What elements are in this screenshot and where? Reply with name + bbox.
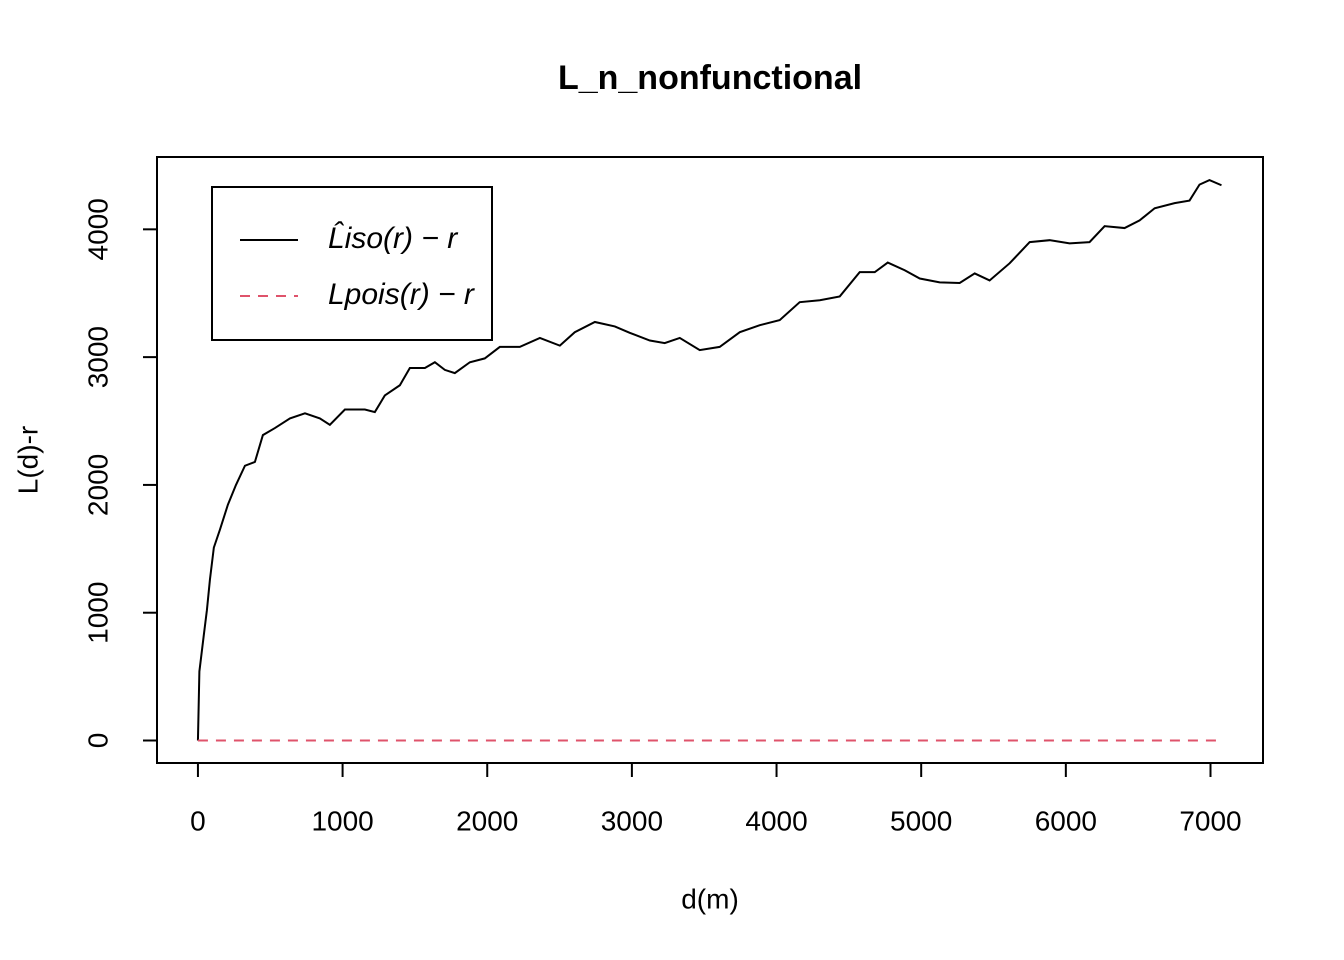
legend-label: Lpois(r) − r [328,278,475,311]
y-tick-label: 4000 [82,198,113,260]
legend-box [211,186,493,341]
y-axis-label: L(d)-r [12,426,43,494]
y-tick-label: 1000 [82,582,113,644]
series-line [196,179,1222,741]
y-tick-label: 0 [82,733,113,749]
y-tick-label: 2000 [82,454,113,516]
x-tick-label: 2000 [456,805,518,836]
x-tick-label: 1000 [311,805,373,836]
chart-title: L_n_nonfunctional [558,59,862,97]
x-tick-label: 7000 [1179,805,1241,836]
y-tick-label: 3000 [82,326,113,388]
x-tick-label: 6000 [1035,805,1097,836]
x-tick-label: 4000 [745,805,807,836]
x-tick-label: 5000 [890,805,952,836]
x-axis-label: d(m) [681,883,739,914]
x-tick-label: 3000 [601,805,663,836]
legend-label: L̂iso(r) − r [328,222,458,255]
x-tick-label: 0 [190,805,206,836]
